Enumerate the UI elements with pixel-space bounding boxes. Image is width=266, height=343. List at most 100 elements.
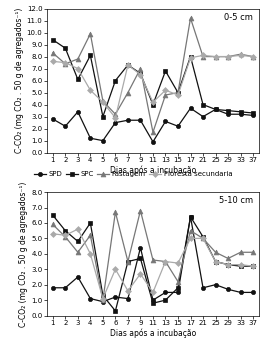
SPD [64, 286, 67, 290]
Y-axis label: C-CO₂ (mg CO₂ . 50 g de agregados⁻¹): C-CO₂ (mg CO₂ . 50 g de agregados⁻¹) [15, 8, 24, 153]
SPD [101, 300, 105, 304]
Floresta secundaria [201, 53, 205, 57]
Text: 0-5 cm: 0-5 cm [224, 13, 253, 22]
Floresta secundaria [226, 263, 230, 267]
Floresta secundaria [201, 236, 205, 240]
Pastagem [226, 55, 230, 59]
SPC [126, 260, 130, 264]
SPC [76, 239, 80, 244]
Pastagem [89, 233, 92, 237]
Line: SPD: SPD [51, 106, 255, 144]
Line: Pastagem: Pastagem [50, 16, 256, 135]
Pastagem [239, 250, 242, 255]
Line: SPC: SPC [51, 38, 255, 119]
SPC [214, 260, 217, 264]
Pastagem [101, 99, 105, 103]
Floresta secundaria [251, 55, 255, 59]
SPC [176, 286, 180, 290]
Floresta secundaria [64, 233, 67, 237]
Pastagem [76, 250, 80, 255]
SPC [226, 108, 230, 113]
Floresta secundaria [239, 53, 242, 57]
Floresta secundaria [126, 63, 130, 67]
SPD [114, 121, 117, 125]
SPC [189, 55, 192, 59]
Pastagem [164, 260, 167, 264]
Legend: SPD, SPC, Pastagem, Floresta secundaria: SPD, SPC, Pastagem, Floresta secundaria [34, 171, 232, 177]
Pastagem [176, 280, 180, 284]
SPD [139, 246, 142, 250]
Line: SPD: SPD [51, 215, 255, 304]
SPC [201, 103, 205, 107]
SPD [251, 290, 255, 294]
Pastagem [214, 250, 217, 255]
SPD [201, 115, 205, 119]
SPD [176, 124, 180, 128]
Floresta secundaria [101, 296, 105, 300]
Floresta secundaria [76, 227, 80, 231]
Pastagem [214, 55, 217, 59]
Floresta secundaria [101, 100, 105, 104]
SPC [101, 115, 105, 119]
Floresta secundaria [64, 60, 67, 64]
Floresta secundaria [126, 289, 130, 293]
Line: Floresta secundaria: Floresta secundaria [51, 227, 255, 301]
SPD [151, 140, 155, 144]
SPD [214, 283, 217, 287]
SPD [189, 215, 192, 219]
Floresta secundaria [239, 263, 242, 267]
SPC [51, 38, 55, 42]
Pastagem [164, 93, 167, 97]
Floresta secundaria [51, 232, 55, 236]
Floresta secundaria [51, 59, 55, 63]
Pastagem [176, 91, 180, 95]
Pastagem [126, 91, 130, 95]
SPC [164, 298, 167, 302]
Pastagem [76, 57, 80, 61]
Floresta secundaria [214, 260, 217, 264]
SPD [226, 112, 230, 116]
Floresta secundaria [226, 55, 230, 59]
Pastagem [126, 260, 130, 264]
SPD [76, 275, 80, 279]
SPC [89, 53, 92, 57]
Floresta secundaria [89, 252, 92, 256]
Floresta secundaria [114, 267, 117, 271]
SPD [89, 136, 92, 140]
SPD [176, 290, 180, 294]
SPD [89, 296, 92, 300]
SPD [239, 290, 242, 294]
Pastagem [226, 257, 230, 261]
SPC [64, 46, 67, 50]
X-axis label: Dias após a incubação: Dias após a incubação [110, 329, 196, 338]
Pastagem [114, 112, 117, 116]
Pastagem [189, 229, 192, 233]
SPC [189, 215, 192, 219]
Floresta secundaria [176, 93, 180, 97]
SPC [176, 91, 180, 95]
Pastagem [251, 55, 255, 59]
Floresta secundaria [76, 67, 80, 71]
SPC [114, 309, 117, 313]
SPD [101, 139, 105, 143]
Pastagem [114, 210, 117, 214]
Pastagem [89, 32, 92, 36]
Pastagem [64, 235, 67, 239]
Pastagem [151, 130, 155, 134]
Pastagem [201, 236, 205, 240]
Floresta secundaria [139, 72, 142, 76]
Pastagem [239, 52, 242, 56]
SPC [151, 301, 155, 305]
SPC [76, 77, 80, 81]
SPC [139, 257, 142, 261]
Floresta secundaria [189, 56, 192, 60]
Pastagem [251, 250, 255, 255]
SPC [226, 263, 230, 267]
Y-axis label: C-CO₂ (mg CO₂ . 50 g de agregados⁻¹): C-CO₂ (mg CO₂ . 50 g de agregados⁻¹) [19, 181, 28, 327]
Floresta secundaria [251, 264, 255, 268]
Pastagem [101, 298, 105, 302]
SPD [251, 113, 255, 117]
Floresta secundaria [114, 116, 117, 120]
Floresta secundaria [164, 260, 167, 264]
SPD [151, 298, 155, 302]
